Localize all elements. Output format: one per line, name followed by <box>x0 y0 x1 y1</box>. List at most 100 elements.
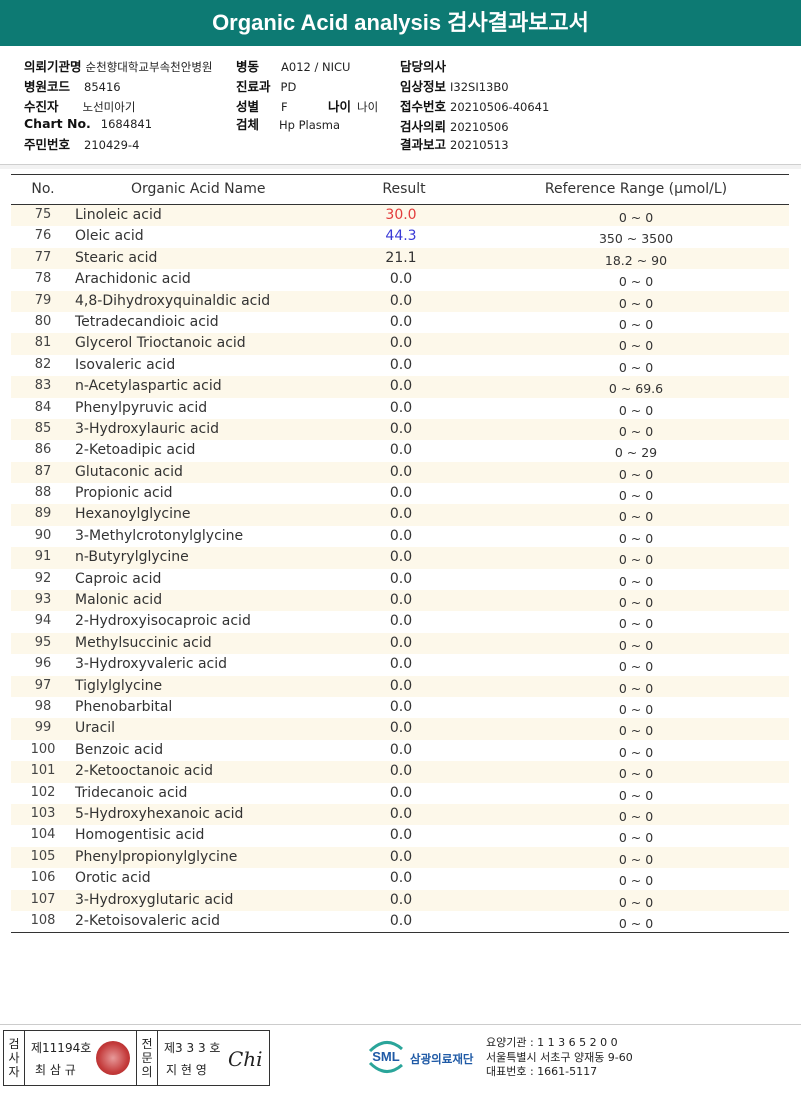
acid-name: Malonic acid <box>75 592 163 609</box>
result-value: 0.0 <box>389 399 413 416</box>
reference-range: 0 ~ 0 <box>618 894 654 910</box>
table-row: 104 Homogentisic acid 0.0 0 ~ 0 <box>11 825 789 846</box>
acid-name: 3-Hydroxylauric acid <box>75 420 219 437</box>
row-number: 98 <box>34 698 52 714</box>
result-value: 0.0 <box>389 570 413 587</box>
table-row: 75 Linoleic acid 30.0 0 ~ 0 <box>11 205 789 227</box>
row-number: 75 <box>34 207 52 222</box>
age-field: 나이 나이 <box>328 99 379 114</box>
acid-name: Propionic acid <box>75 485 173 502</box>
acid-name: Arachidonic acid <box>75 271 191 288</box>
row-number: 81 <box>34 335 52 351</box>
acid-name: Orotic acid <box>75 870 151 887</box>
table-row: 92 Caproic acid 0.0 0 ~ 0 <box>11 569 789 590</box>
row-number: 84 <box>34 399 52 415</box>
row-number: 93 <box>34 592 52 608</box>
reference-range: 0 ~ 0 <box>618 851 654 867</box>
acid-name: 2-Ketoisovaleric acid <box>75 912 221 929</box>
row-number: 94 <box>34 613 52 629</box>
acid-name: 2-Ketooctanoic acid <box>75 763 213 780</box>
section-divider <box>0 164 801 169</box>
reference-range: 0 ~ 0 <box>618 466 654 482</box>
table-row: 85 3-Hydroxylauric acid 0.0 0 ~ 0 <box>11 418 789 441</box>
result-value: 0.0 <box>389 549 413 566</box>
result-value: 30.0 <box>385 207 417 223</box>
result-value: 0.0 <box>389 420 413 437</box>
org-phone: 대표번호 : 1661-5117 <box>486 1065 598 1078</box>
table-row: 100 Benzoic acid 0.0 0 ~ 0 <box>11 740 789 761</box>
table-row: 82 Isovaleric acid 0.0 0 ~ 0 <box>11 355 789 376</box>
sml-logo-icon: SML <box>368 1041 403 1073</box>
acid-name: 2-Hydroxyisocaproic acid <box>75 613 251 630</box>
result-value: 0.0 <box>389 527 413 544</box>
examiner-label: 검사자 <box>8 1037 20 1079</box>
acid-name: n-Acetylaspartic acid <box>75 378 222 395</box>
result-value: 21.1 <box>385 249 417 266</box>
table-row: 84 Phenylpyruvic acid 0.0 0 ~ 0 <box>11 398 789 419</box>
specimen-field: 검체 Hp Plasma <box>236 117 341 132</box>
report-title: Organic Acid analysis 검사결과보고서 <box>0 0 801 46</box>
reference-range: 0 ~ 0 <box>618 423 654 439</box>
org-name: 삼광의료재단 <box>410 1052 474 1066</box>
acid-name: Benzoic acid <box>75 741 164 758</box>
result-value: 0.0 <box>389 891 413 908</box>
table-row: 93 Malonic acid 0.0 0 ~ 0 <box>11 590 789 612</box>
result-value: 0.0 <box>389 805 413 822</box>
result-value: 0.0 <box>389 827 413 844</box>
chart-no-field: Chart No. 1684841 <box>24 116 153 131</box>
row-number: 77 <box>34 249 52 265</box>
table-row: 99 Uracil 0.0 0 ~ 0 <box>11 718 789 740</box>
result-value: 0.0 <box>389 677 413 694</box>
table-row: 94 2-Hydroxyisocaproic acid 0.0 0 ~ 0 <box>11 611 789 632</box>
table-row: 95 Methylsuccinic acid 0.0 0 ~ 0 <box>11 632 789 655</box>
result-value: 0.0 <box>389 634 413 651</box>
acid-name: Tiglylglycine <box>75 677 163 694</box>
request-date-field: 검사의뢰 20210506 <box>400 119 509 134</box>
table-row: 97 Tiglylglycine 0.0 0 ~ 0 <box>11 675 789 697</box>
reference-range: 0 ~ 0 <box>618 766 654 782</box>
table-row: 90 3-Methylcrotonylglycine 0.0 0 ~ 0 <box>11 526 789 547</box>
result-value: 0.0 <box>389 335 413 352</box>
reference-range: 0 ~ 0 <box>618 659 654 675</box>
reference-range: 0 ~ 0 <box>618 595 654 611</box>
table-row: 107 3-Hydroxyglutaric acid 0.0 0 ~ 0 <box>11 889 789 911</box>
reference-range: 0 ~ 0 <box>618 616 654 632</box>
acid-name: 3-Hydroxyglutaric acid <box>75 891 234 908</box>
table-row: 87 Glutaconic acid 0.0 0 ~ 0 <box>11 461 789 484</box>
reference-range: 0 ~ 0 <box>618 210 654 225</box>
result-value: 0.0 <box>389 656 413 673</box>
row-number: 82 <box>34 356 52 372</box>
org-code: 요양기관 : 1 1 3 6 5 2 0 0 <box>486 1036 618 1049</box>
row-number: 99 <box>34 720 52 736</box>
table-row: 89 Hexanoylglycine 0.0 0 ~ 0 <box>11 504 789 526</box>
box-divider <box>24 1031 25 1085</box>
result-value: 0.0 <box>389 763 413 780</box>
result-value: 0.0 <box>389 870 413 887</box>
table-row: 81 Glycerol Trioctanoic acid 0.0 0 ~ 0 <box>11 333 789 355</box>
reference-range: 0 ~ 0 <box>618 316 654 332</box>
reference-range: 0 ~ 0 <box>618 573 654 589</box>
table-row: 80 Tetradecandioic acid 0.0 0 ~ 0 <box>11 312 789 333</box>
table-row: 103 5-Hydroxyhexanoic acid 0.0 0 ~ 0 <box>11 803 789 826</box>
acid-name: Uracil <box>75 720 116 737</box>
table-row: 91 n-Butyrylglycine 0.0 0 ~ 0 <box>11 547 789 569</box>
box-divider <box>157 1031 158 1085</box>
reference-range: 0 ~ 0 <box>618 744 654 760</box>
table-row: 86 2-Ketoadipic acid 0.0 0 ~ 29 <box>11 440 789 461</box>
reference-range: 0 ~ 0 <box>618 830 654 846</box>
result-value: 0.0 <box>389 356 413 373</box>
result-value: 0.0 <box>389 506 413 523</box>
reference-range: 0 ~ 0 <box>618 637 654 653</box>
reference-range: 0 ~ 0 <box>618 488 654 504</box>
table-row: 76 Oleic acid 44.3 350 ~ 3500 <box>11 226 789 247</box>
row-number: 95 <box>34 634 52 650</box>
row-number: 102 <box>30 784 56 800</box>
hospital-code-field: 병원코드 85416 <box>24 79 121 94</box>
result-value: 0.0 <box>389 463 413 480</box>
row-number: 86 <box>34 442 52 458</box>
institution-field: 의뢰기관명 순천향대학교부속천안병원 <box>24 59 213 74</box>
acid-name: Homogentisic acid <box>75 827 205 844</box>
result-value: 0.0 <box>389 592 413 609</box>
table-row: 96 3-Hydroxyvaleric acid 0.0 0 ~ 0 <box>11 654 789 675</box>
patient-info: 의뢰기관명 순천향대학교부속천안병원 병동 A012 / NICU 담당의사 병원코… <box>0 46 801 165</box>
